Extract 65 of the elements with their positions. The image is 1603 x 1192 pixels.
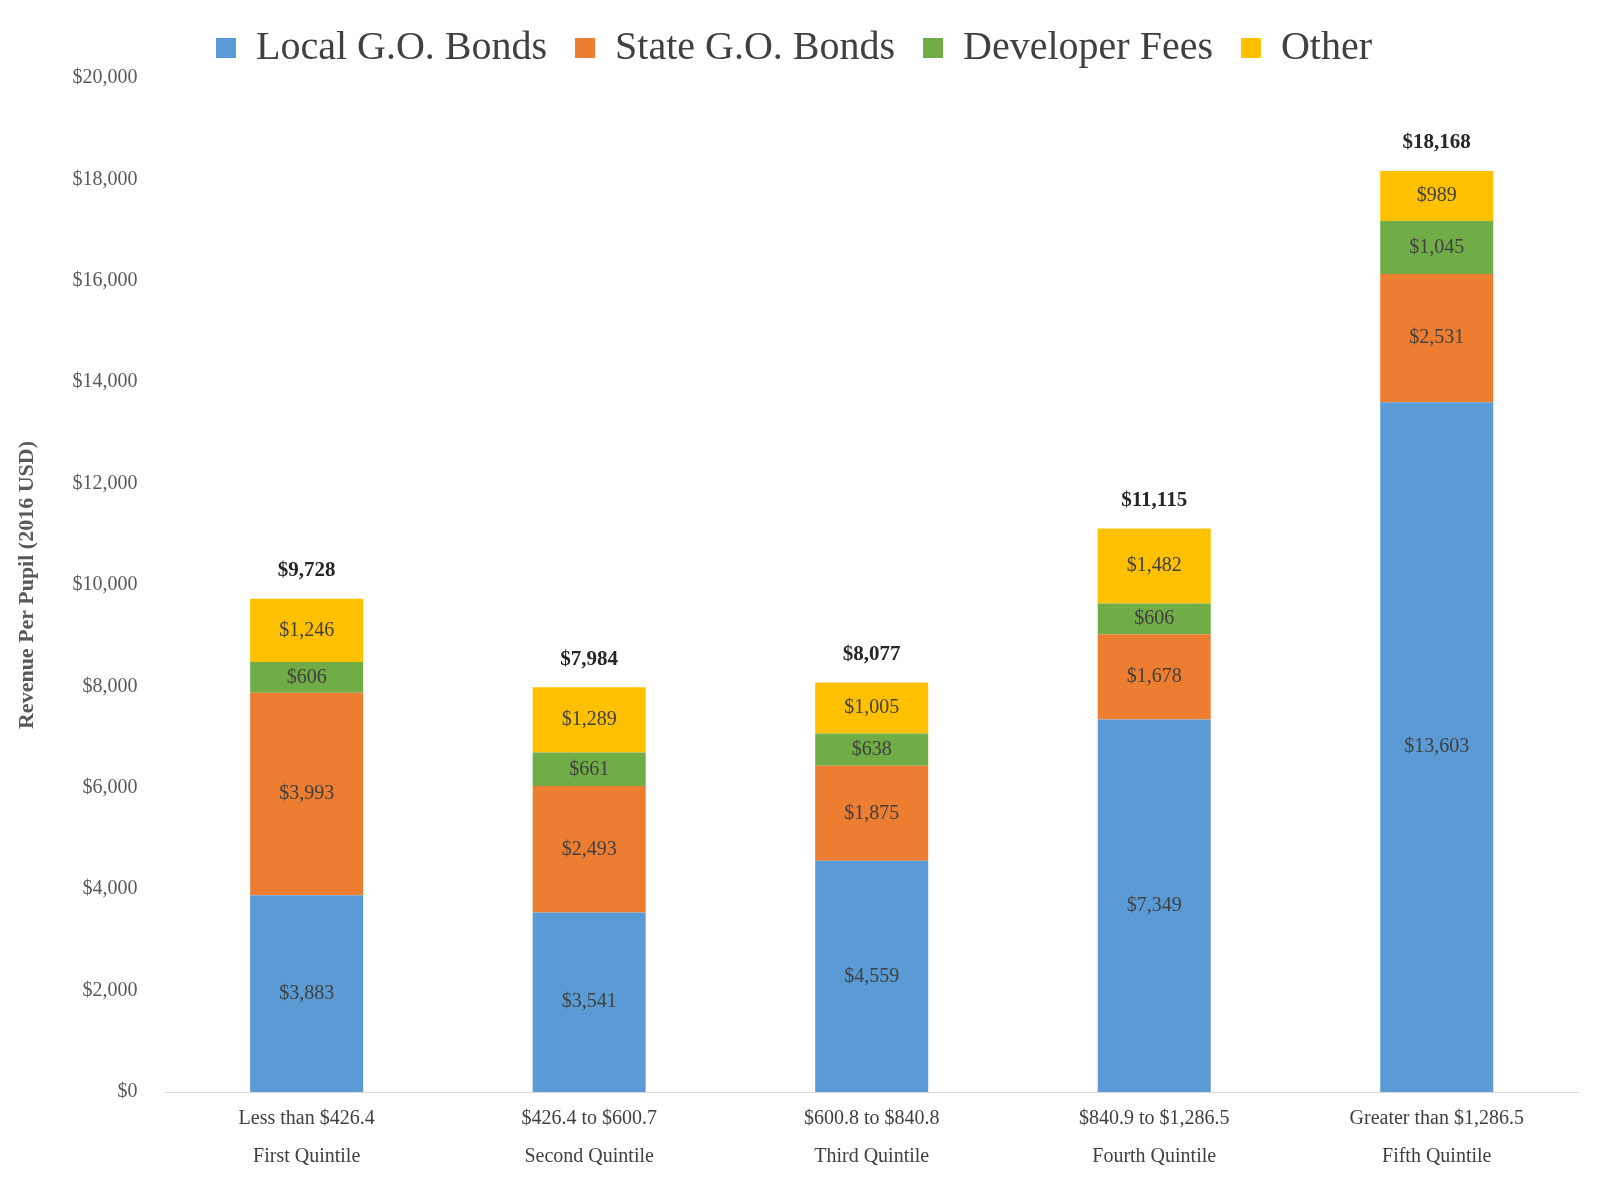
total-label: $8,077 (842, 640, 901, 665)
y-tick-label: $14,000 (72, 369, 138, 392)
bar (1097, 528, 1211, 604)
bar (250, 895, 364, 1092)
data-label: $606 (1134, 606, 1175, 629)
total-label: $9,728 (277, 557, 336, 582)
y-tick-label: $4,000 (82, 876, 138, 899)
x-tick-label: Less than $426.4 First Quintile (238, 1106, 375, 1167)
bar (250, 661, 364, 693)
data-label: $4,559 (844, 963, 900, 986)
bar (1380, 402, 1494, 1092)
bar (1097, 634, 1211, 720)
bar (532, 912, 646, 1092)
data-label: $2,493 (561, 836, 617, 859)
bar (1097, 719, 1211, 1092)
y-tick-label: $20,000 (72, 65, 138, 88)
y-tick-label: $8,000 (82, 673, 138, 696)
data-label: $1,678 (1126, 664, 1182, 687)
legend-label: Other (1280, 22, 1373, 68)
bar (815, 733, 929, 766)
total-label: $11,115 (1121, 486, 1188, 511)
y-tick-label: $10,000 (72, 572, 138, 595)
bar (1380, 274, 1494, 403)
x-tick-label: $600.8 to $840.8 Third Quintile (803, 1106, 940, 1167)
bar (250, 598, 364, 662)
data-label: $3,541 (561, 989, 617, 1012)
data-label: $989 (1416, 183, 1457, 206)
bar (1380, 170, 1494, 222)
bar (532, 786, 646, 913)
bar (815, 682, 929, 734)
data-label: $638 (851, 736, 892, 759)
data-label: $1,045 (1409, 234, 1465, 257)
legend-label: Local G.O. Bonds (255, 22, 548, 68)
x-tick-label: $840.9 to $1,286.5 Fourth Quintile (1078, 1106, 1230, 1167)
y-tick-label: $0 (117, 1079, 138, 1102)
x-tick-label: Greater than $1,286.5 Fifth Quintile (1349, 1106, 1524, 1167)
y-tick-label: $18,000 (72, 166, 138, 189)
y-tick-label: $16,000 (72, 268, 138, 291)
bar (815, 860, 929, 1092)
data-label: $7,349 (1126, 892, 1182, 915)
bar (532, 687, 646, 753)
legend-label: State G.O. Bonds (615, 22, 896, 68)
legend-label: Developer Fees (963, 22, 1213, 68)
data-label: $13,603 (1404, 734, 1470, 757)
data-label: $1,246 (279, 617, 335, 640)
y-tick-label: $6,000 (82, 775, 138, 798)
y-tick-label: $12,000 (72, 470, 138, 493)
data-label: $606 (286, 664, 327, 687)
y-tick-label: $2,000 (82, 977, 138, 1000)
data-label: $1,005 (844, 695, 900, 718)
data-label: $1,289 (561, 707, 617, 730)
total-label: $7,984 (560, 645, 619, 670)
data-label: $3,993 (279, 781, 335, 804)
data-label: $3,883 (279, 980, 335, 1003)
total-label: $18,168 (1402, 129, 1471, 154)
y-axis-title: Revenue Per Pupil (2016 USD) (12, 440, 38, 730)
data-label: $1,482 (1126, 553, 1182, 576)
bar (815, 765, 929, 861)
bar (250, 692, 364, 896)
data-label: $1,875 (844, 800, 900, 823)
bar (532, 752, 646, 787)
data-label: $2,531 (1409, 325, 1465, 348)
x-tick-label: $426.4 to $600.7 Second Quintile (521, 1106, 657, 1167)
data-label: $661 (569, 756, 610, 779)
bar (1380, 221, 1494, 275)
